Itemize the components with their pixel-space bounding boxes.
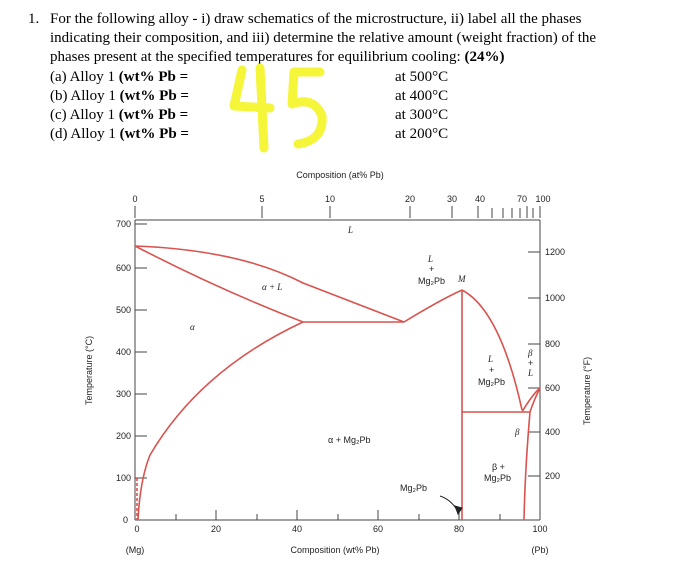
label-alpha-L: α + L [262, 282, 282, 292]
label-L-upper: L [427, 254, 433, 264]
label-beta-lower: β [514, 427, 520, 437]
right-tick-1200: 1200 [545, 247, 565, 257]
right-axis-title: Temperature (°F) [582, 357, 592, 425]
alloy-b-label: (b) Alloy 1 (wt% Pb = [50, 88, 189, 104]
top-tick-0: 0 [132, 194, 137, 204]
handwritten-value-highlight [229, 63, 327, 153]
solvus-left [137, 321, 304, 521]
bottom-axis-ticks [134, 510, 541, 520]
right-tick-1000: 1000 [545, 293, 565, 303]
right-tick-200: 200 [545, 471, 560, 481]
alloy-b-temp: at 400°C [395, 88, 449, 104]
top-tick-30: 30 [447, 194, 457, 204]
label-mg2pb-lower-right: Mg₂Pb [484, 473, 511, 483]
alloy-c-label: (c) Alloy 1 (wt% Pb = [50, 107, 189, 123]
left-tick-200: 200 [116, 431, 131, 441]
question-line-2: indicating their composition, and iii) d… [50, 30, 597, 46]
left-axis-title: Temperature (°C) [84, 336, 94, 405]
liquidus-to-max-right [461, 289, 523, 411]
bottom-tick-20: 20 [211, 524, 221, 534]
bottom-tick-80: 80 [454, 524, 464, 534]
alloy-a-label: (a) Alloy 1 (wt% Pb = [50, 69, 189, 85]
liquidus-left [134, 245, 405, 323]
solidus-pb [529, 387, 541, 413]
top-tick-70: 70 [517, 194, 527, 204]
top-tick-5: 5 [259, 194, 264, 204]
question-line-1: For the following alloy - i) draw schema… [50, 11, 582, 27]
left-tick-300: 300 [116, 389, 131, 399]
label-mg2pb-upper: Mg₂Pb [418, 276, 445, 286]
solidus-left [134, 245, 304, 323]
top-axis-ticks [134, 206, 541, 218]
mg2pb-arrow [439, 495, 463, 516]
question-line-3: phases present at the specified temperat… [50, 48, 668, 67]
label-plus-upper: + [429, 264, 434, 274]
left-tick-100: 100 [116, 473, 131, 483]
handwritten-45-strokes [229, 63, 327, 153]
top-tick-40: 40 [475, 194, 485, 204]
question-text: For the following alloy - i) draw schema… [50, 10, 668, 67]
left-axis-ticks [135, 223, 147, 479]
question-weight: (24%) [464, 49, 505, 65]
alloy-a-temp: at 500°C [395, 69, 449, 85]
question-line-3-text: phases present at the specified temperat… [50, 49, 461, 65]
label-alpha-mg2pb: α + Mg₂Pb [328, 435, 370, 445]
label-L-beta: L [527, 368, 533, 378]
label-mg2pb-bottom: Mg₂Pb [400, 483, 427, 493]
bottom-left-note: (Mg) [126, 545, 145, 555]
label-plus-right: + [489, 365, 494, 375]
right-tick-600: 600 [545, 383, 560, 393]
left-tick-400: 400 [116, 347, 131, 357]
phase-boundaries [134, 245, 541, 521]
solvus-pb [523, 411, 531, 521]
right-tick-800: 800 [545, 339, 560, 349]
label-alpha: α [190, 322, 195, 332]
bottom-tick-40: 40 [292, 524, 302, 534]
bottom-tick-60: 60 [373, 524, 383, 534]
label-beta-upper: β [527, 348, 533, 358]
bottom-tick-0: 0 [134, 524, 139, 534]
label-plus-beta: + [528, 358, 533, 368]
top-tick-20: 20 [405, 194, 415, 204]
top-tick-100: 100 [535, 194, 550, 204]
bottom-right-note: (Pb) [531, 545, 548, 555]
alloy-c-temp: at 300°C [395, 107, 449, 123]
left-tick-700: 700 [116, 219, 131, 229]
label-L: L [347, 225, 353, 235]
label-L-right: L [487, 354, 493, 364]
top-tick-10: 10 [325, 194, 335, 204]
label-mg2pb-right: Mg₂Pb [478, 377, 505, 387]
left-tick-0: 0 [123, 515, 128, 525]
alloy-d-temp: at 200°C [395, 126, 449, 142]
label-M: M [457, 274, 466, 284]
right-tick-400: 400 [545, 427, 560, 437]
bottom-tick-100: 100 [532, 524, 547, 534]
alloy-d-label: (d) Alloy 1 (wt% Pb = [50, 126, 189, 142]
question-number: 1. [28, 11, 40, 27]
top-axis-title: Composition (at% Pb) [296, 170, 384, 180]
label-beta-plus: β + [492, 462, 505, 472]
left-tick-500: 500 [116, 305, 131, 315]
liquidus-to-max-left [403, 289, 463, 323]
right-axis-ticks [528, 251, 540, 477]
bottom-axis-title: Composition (wt% Pb) [290, 545, 379, 555]
left-tick-600: 600 [116, 263, 131, 273]
